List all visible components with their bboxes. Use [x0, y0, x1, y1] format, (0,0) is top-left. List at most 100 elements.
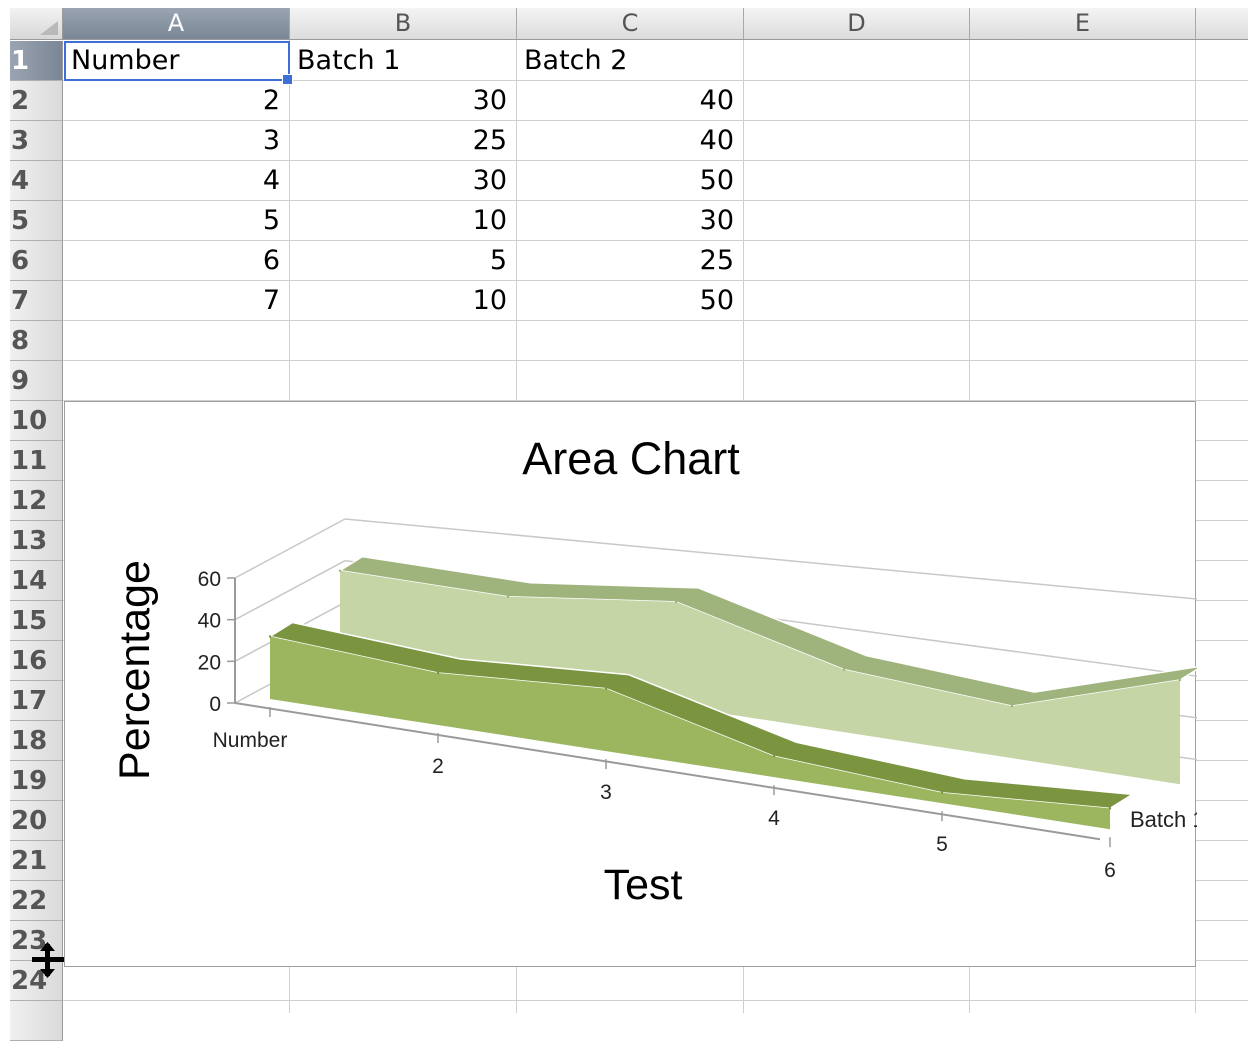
row-header-1[interactable]: 1: [10, 41, 63, 81]
column-header-b[interactable]: B: [290, 8, 517, 40]
series-2-point: [1010, 704, 1014, 708]
back-gridline: [344, 518, 1197, 600]
series-2-point: [842, 668, 846, 671]
series-1-point: [436, 671, 440, 675]
row-header-18[interactable]: 18: [10, 721, 63, 761]
gridline: [63, 360, 1248, 361]
column-header-e[interactable]: E: [970, 8, 1196, 40]
x-tick-label: 3: [600, 781, 612, 804]
row-header-10[interactable]: 10: [10, 401, 63, 441]
side-gridline: [234, 518, 346, 579]
gridline: [63, 240, 1248, 241]
gridline: [63, 160, 1248, 161]
column-header-c[interactable]: C: [517, 8, 744, 40]
cell-c7[interactable]: 50: [699, 285, 734, 316]
cell-a1[interactable]: Number: [71, 45, 180, 76]
cell-c1[interactable]: Batch 2: [524, 45, 628, 76]
row-header-21[interactable]: 21: [10, 841, 63, 881]
row-header-24[interactable]: 24: [10, 961, 63, 1001]
active-cell-outline: [64, 41, 290, 81]
cell-a5[interactable]: 5: [262, 205, 280, 236]
x-tick-label: 5: [936, 833, 948, 856]
gridline: [63, 80, 1248, 81]
cell-b3[interactable]: 25: [472, 125, 507, 156]
row-header-4[interactable]: 4: [10, 161, 63, 201]
y-tick-label: 60: [198, 568, 221, 591]
x-tick-label: 4: [768, 807, 780, 830]
row-header-11[interactable]: 11: [10, 441, 63, 481]
row-header-3[interactable]: 3: [10, 121, 63, 161]
gridline: [63, 1000, 1248, 1001]
row-header-7[interactable]: 7: [10, 281, 63, 321]
series-1-point: [268, 635, 272, 638]
cell-c4[interactable]: 50: [699, 165, 734, 196]
series-1-point: [1108, 807, 1112, 810]
row-header-17[interactable]: 17: [10, 681, 63, 721]
x-tick-label: Number: [213, 729, 288, 752]
row-header-19[interactable]: 19: [10, 761, 63, 801]
chart-title: Area Chart: [522, 433, 740, 484]
cell-b2[interactable]: 30: [472, 85, 507, 116]
cell-c2[interactable]: 40: [699, 85, 734, 116]
cell-b1[interactable]: Batch 1: [297, 45, 401, 76]
row-header-23[interactable]: 23: [10, 921, 63, 961]
x-tick-label: 6: [1104, 859, 1116, 882]
column-header-f-partial[interactable]: [1196, 8, 1248, 40]
series-1-point: [772, 755, 776, 758]
series-2-point: [674, 600, 678, 604]
x-tick-label: 2: [432, 755, 444, 778]
row-header-14[interactable]: 14: [10, 561, 63, 601]
column-header-a[interactable]: A: [63, 8, 290, 40]
row-header-2[interactable]: 2: [10, 81, 63, 121]
row-header-22[interactable]: 22: [10, 881, 63, 921]
row-header-13[interactable]: 13: [10, 521, 63, 561]
row-header-16[interactable]: 16: [10, 641, 63, 681]
cell-b4[interactable]: 30: [472, 165, 507, 196]
cell-a7[interactable]: 7: [262, 285, 280, 316]
series-2-point: [338, 569, 342, 572]
gridline: [63, 400, 1248, 401]
row-header-25-partial[interactable]: [10, 1001, 63, 1041]
gridline: [63, 200, 1248, 201]
y-tick-label: 40: [198, 610, 221, 633]
select-all-corner[interactable]: [10, 8, 63, 40]
series-1-point: [604, 687, 608, 690]
cell-b6[interactable]: 5: [489, 245, 507, 276]
resize-cursor-icon: [32, 942, 64, 978]
side-gridline: [234, 560, 346, 621]
series-2-area[interactable]: [340, 570, 1180, 785]
cell-b5[interactable]: 10: [472, 205, 507, 236]
cell-b7[interactable]: 10: [472, 285, 507, 316]
y-tick-label: 20: [198, 651, 221, 674]
column-header-d[interactable]: D: [744, 8, 970, 40]
y-tick-label: 0: [209, 693, 221, 716]
row-header-6[interactable]: 6: [10, 241, 63, 281]
cell-c3[interactable]: 40: [699, 125, 734, 156]
series-1-area[interactable]: [270, 636, 1110, 830]
series-2-point: [506, 595, 510, 598]
row-header-9[interactable]: 9: [10, 361, 63, 401]
cell-a3[interactable]: 3: [262, 125, 280, 156]
cell-a6[interactable]: 6: [262, 245, 280, 276]
cell-c6[interactable]: 25: [699, 245, 734, 276]
series-2-point: [1178, 678, 1182, 682]
spreadsheet: A B C D E 1 2 3 4 5 6 7 8 9 10 11 12 13 …: [10, 8, 1248, 1041]
cell-a4[interactable]: 4: [262, 165, 280, 196]
row-header-20[interactable]: 20: [10, 801, 63, 841]
chart-canvas: Area Chart Percentage Test 0 20 40 60 Batch …: [111, 433, 1197, 909]
cell-c5[interactable]: 30: [699, 205, 734, 236]
row-header-15[interactable]: 15: [10, 601, 63, 641]
series-1-point: [940, 791, 944, 794]
row-header-8[interactable]: 8: [10, 321, 63, 361]
series-label: Batch 1: [1130, 807, 1197, 832]
row-header-12[interactable]: 12: [10, 481, 63, 521]
x-axis-line: [234, 702, 1101, 841]
fill-handle[interactable]: [282, 74, 293, 85]
x-axis-title: Test: [604, 861, 683, 909]
cell-a2[interactable]: 2: [262, 85, 280, 116]
gridline: [63, 320, 1248, 321]
gridline: [63, 120, 1248, 121]
area-chart[interactable]: Area Chart Percentage Test 0 20 40 60 Batch …: [64, 401, 1197, 967]
row-header-5[interactable]: 5: [10, 201, 63, 241]
